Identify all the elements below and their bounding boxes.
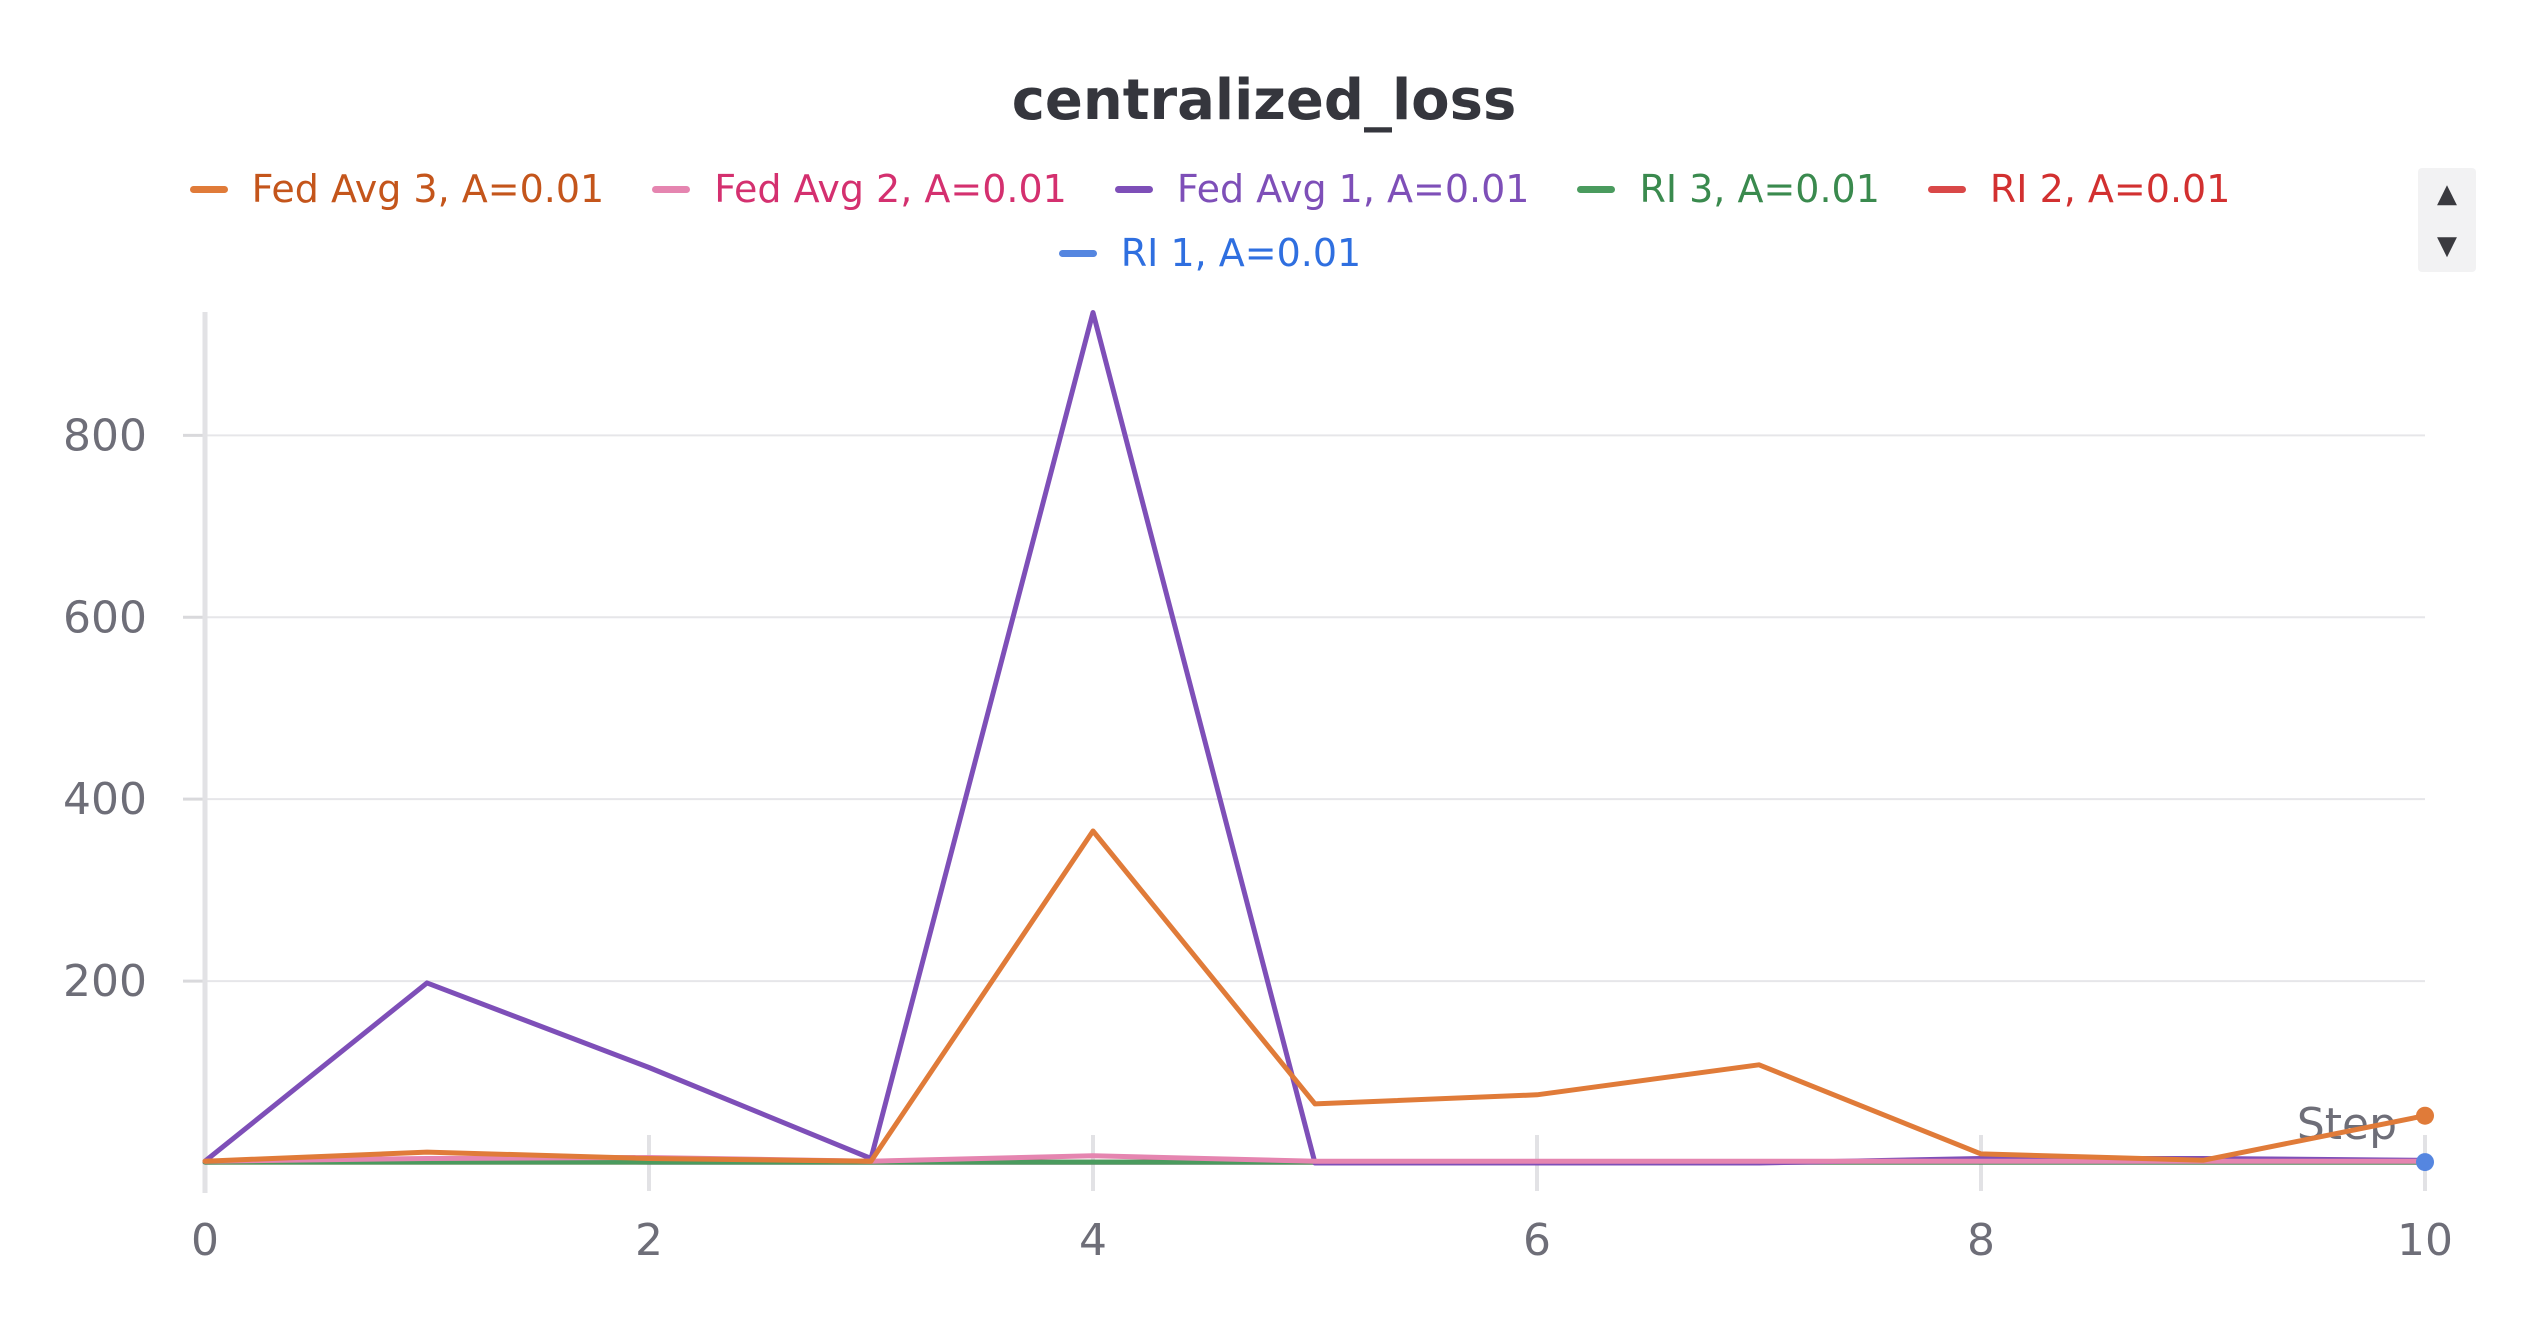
series-end-marker	[2416, 1153, 2434, 1172]
legend-swatch	[1927, 185, 1966, 193]
legend-label: RI 3, A=0.01	[1639, 167, 1880, 211]
legend-swatch	[652, 185, 691, 193]
legend-swatch	[1577, 185, 1616, 193]
series-end-marker	[2416, 1106, 2434, 1125]
legend-scroll-control[interactable]: ▲ ▼	[2418, 168, 2476, 272]
y-tick-label: 800	[63, 410, 147, 461]
y-tick-label: 200	[63, 956, 147, 1007]
legend-item[interactable]: Fed Avg 1, A=0.01	[1114, 166, 1530, 212]
triangle-down-icon[interactable]: ▼	[2437, 231, 2457, 261]
legend-label: RI 2, A=0.01	[1989, 167, 2231, 211]
legend-item[interactable]: Fed Avg 2, A=0.01	[652, 166, 1067, 212]
legend-label: Fed Avg 2, A=0.01	[714, 167, 1067, 211]
x-tick-label: 4	[1079, 1215, 1107, 1266]
y-tick-label: 400	[63, 774, 147, 825]
x-tick-label: 6	[1523, 1215, 1551, 1266]
triangle-up-icon[interactable]: ▲	[2437, 179, 2457, 209]
x-tick-label: 10	[2397, 1215, 2453, 1266]
x-tick-label: 2	[635, 1215, 663, 1266]
legend-swatch	[1114, 185, 1153, 193]
legend-item[interactable]: RI 2, A=0.01	[1927, 166, 2231, 212]
x-tick-label: 0	[191, 1215, 219, 1266]
legend-label: Fed Avg 3, A=0.01	[251, 167, 605, 211]
legend-swatch	[189, 185, 228, 193]
legend-item[interactable]: Fed Avg 3, A=0.01	[189, 166, 605, 212]
y-tick-label: 600	[63, 592, 147, 643]
legend-swatch	[1058, 249, 1097, 257]
chart-title: centralized_loss	[1011, 68, 1517, 133]
chart-legend: Fed Avg 3, A=0.01 Fed Avg 2, A=0.01 Fed Av…	[180, 166, 2240, 276]
legend-item[interactable]: RI 3, A=0.01	[1577, 166, 1880, 212]
x-tick-label: 8	[1967, 1215, 1995, 1266]
series-line	[202, 828, 2428, 1164]
legend-label: Fed Avg 1, A=0.01	[1176, 167, 1530, 211]
legend-item[interactable]: RI 1, A=0.01	[1058, 230, 1362, 276]
legend-label: RI 1, A=0.01	[1120, 231, 1362, 275]
series-line	[202, 310, 2428, 1166]
